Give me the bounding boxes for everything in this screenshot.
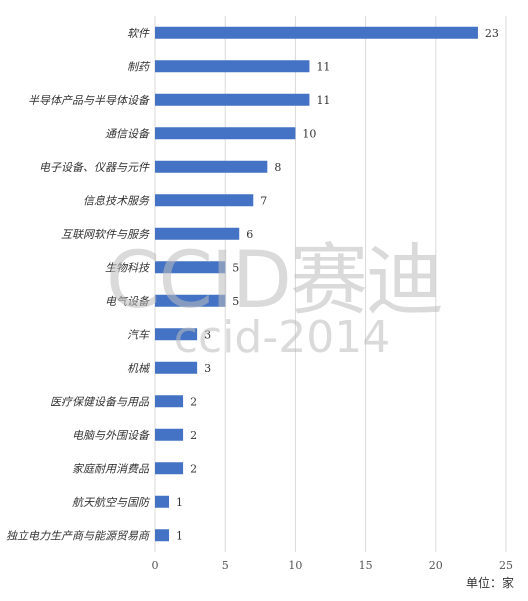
bar <box>155 60 310 73</box>
category-label: 电子设备、仪器与元件 <box>39 161 150 174</box>
data-label: 3 <box>204 328 211 341</box>
x-tick-label: 5 <box>222 559 229 572</box>
bar <box>155 294 226 307</box>
x-tick-label: 15 <box>359 559 373 572</box>
data-label: 8 <box>274 161 281 174</box>
data-label: 3 <box>204 362 211 375</box>
data-label: 2 <box>190 395 197 408</box>
category-label: 航天航空与国防 <box>72 496 151 509</box>
bar <box>155 261 226 274</box>
data-label: 11 <box>316 94 330 107</box>
category-label: 信息技术服务 <box>83 194 150 207</box>
bar <box>155 227 240 240</box>
data-label: 7 <box>260 194 267 207</box>
bar <box>155 127 296 140</box>
data-label: 1 <box>176 529 183 542</box>
bar <box>155 428 184 441</box>
x-tick-label: 25 <box>499 559 513 572</box>
bar <box>155 26 478 39</box>
category-label: 制药 <box>127 60 151 73</box>
category-label: 独立电力生产商与能源贸易商 <box>6 529 151 542</box>
data-label: 23 <box>485 27 499 40</box>
bar <box>155 495 170 508</box>
bar <box>155 395 184 408</box>
x-tick-label: 0 <box>152 559 159 572</box>
bar <box>155 529 170 542</box>
data-label: 5 <box>232 261 239 274</box>
data-label: 2 <box>190 429 197 442</box>
bar <box>155 462 184 475</box>
category-label: 软件 <box>127 27 150 40</box>
data-label: 1 <box>176 496 183 509</box>
x-axis-tick-labels: 0 5 10 15 20 25 <box>152 559 514 572</box>
x-tick-label: 10 <box>288 559 302 572</box>
category-label: 互联网软件与服务 <box>61 228 150 241</box>
bar <box>155 328 198 341</box>
category-label: 汽车 <box>127 328 151 341</box>
bar <box>155 93 310 106</box>
category-labels: 软件制药半导体产品与半导体设备通信设备电子设备、仪器与元件信息技术服务互联网软件… <box>6 27 151 543</box>
category-label: 电脑与外围设备 <box>72 429 150 442</box>
data-label: 6 <box>246 228 253 241</box>
category-label: 通信设备 <box>105 127 150 140</box>
category-label: 电气设备 <box>105 295 150 308</box>
data-label: 11 <box>316 60 330 73</box>
bar <box>155 160 268 173</box>
bar <box>155 194 254 207</box>
category-label: 家庭耐用消费品 <box>72 462 150 475</box>
unit-label: 单位：家 <box>465 576 514 590</box>
category-label: 机械 <box>127 362 151 375</box>
data-label: 5 <box>232 295 239 308</box>
category-label: 半导体产品与半导体设备 <box>28 94 150 107</box>
bar <box>155 361 198 374</box>
data-label: 10 <box>302 127 316 140</box>
data-label: 2 <box>190 462 197 475</box>
category-label: 生物科技 <box>105 261 151 274</box>
category-label: 医疗保健设备与用品 <box>50 395 150 408</box>
bars <box>155 26 478 542</box>
x-tick-label: 20 <box>429 559 443 572</box>
